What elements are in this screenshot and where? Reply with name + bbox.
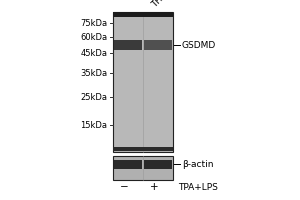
Text: TPA+LPS: TPA+LPS <box>178 182 218 192</box>
Text: 60kDa: 60kDa <box>80 32 107 42</box>
Bar <box>113 160 142 169</box>
Text: 25kDa: 25kDa <box>80 92 107 102</box>
Bar <box>112 147 172 151</box>
Text: β-actin: β-actin <box>182 160 214 169</box>
Text: 45kDa: 45kDa <box>80 48 107 58</box>
Bar <box>143 160 172 169</box>
Bar <box>112 12 172 17</box>
Bar <box>112 156 172 180</box>
Text: 75kDa: 75kDa <box>80 19 107 27</box>
Text: 15kDa: 15kDa <box>80 120 107 130</box>
Text: GSDMD: GSDMD <box>182 40 216 49</box>
Bar <box>112 12 172 152</box>
Text: +: + <box>150 182 159 192</box>
Text: THP-1: THP-1 <box>150 0 175 9</box>
Bar <box>113 40 142 50</box>
Text: −: − <box>120 182 129 192</box>
Text: 35kDa: 35kDa <box>80 68 107 77</box>
Bar <box>143 40 172 50</box>
